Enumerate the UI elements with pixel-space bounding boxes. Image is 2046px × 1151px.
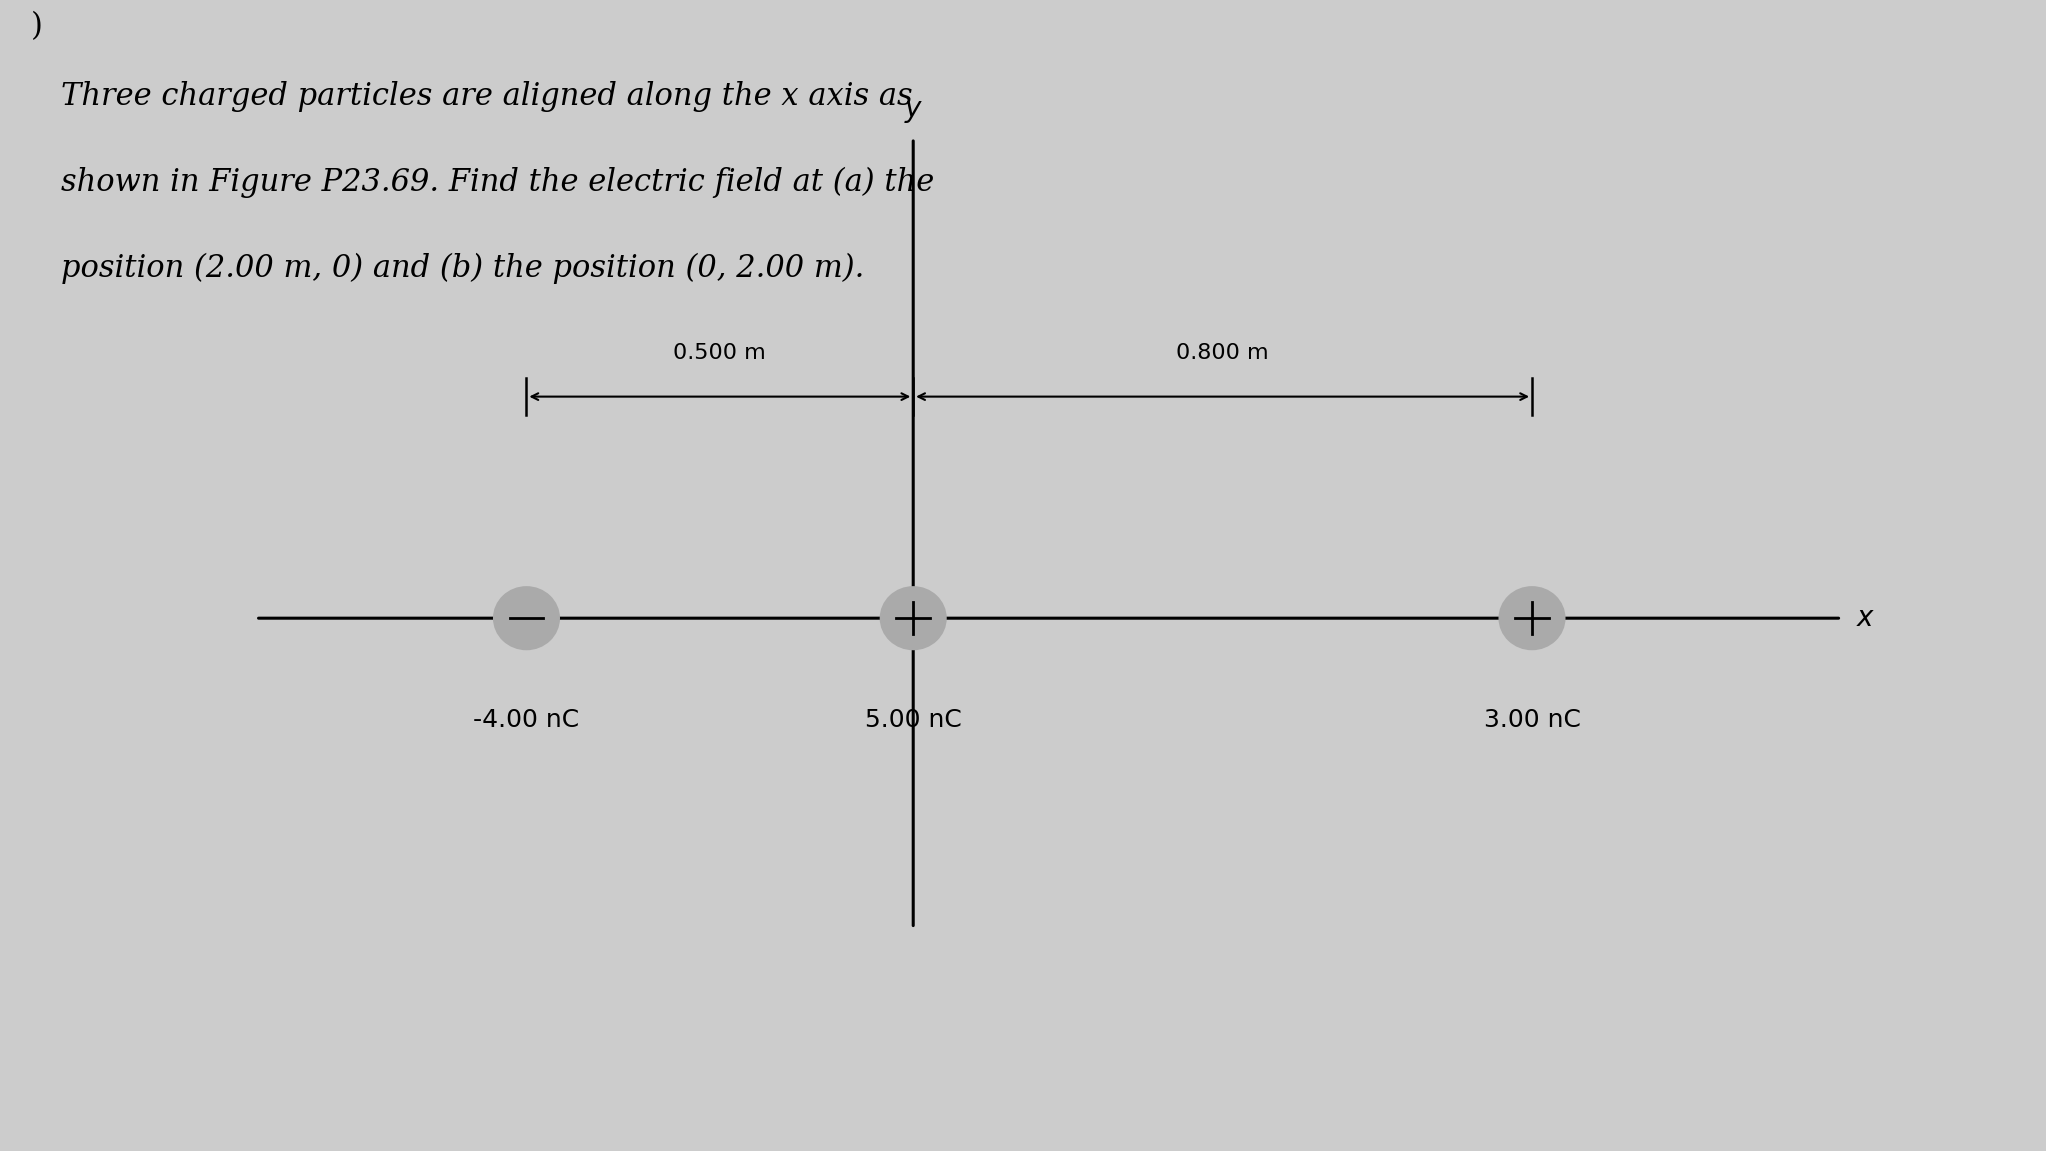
Text: 0.800 m: 0.800 m — [1176, 343, 1269, 364]
Text: -4.00 nC: -4.00 nC — [473, 708, 579, 732]
Text: 0.500 m: 0.500 m — [673, 343, 765, 364]
Text: 5.00 nC: 5.00 nC — [865, 708, 962, 732]
Text: ): ) — [31, 12, 43, 43]
Circle shape — [1500, 587, 1565, 649]
Circle shape — [880, 587, 945, 649]
Text: x: x — [1858, 604, 1874, 632]
Circle shape — [493, 587, 559, 649]
Text: Three charged particles are aligned along the x axis as: Three charged particles are aligned alon… — [61, 81, 913, 112]
Text: y: y — [904, 96, 921, 123]
Text: position (2.00 m, 0) and (b) the position (0, 2.00 m).: position (2.00 m, 0) and (b) the positio… — [61, 253, 865, 284]
Text: 3.00 nC: 3.00 nC — [1483, 708, 1580, 732]
Text: shown in Figure P23.69. Find the electric field at (a) the: shown in Figure P23.69. Find the electri… — [61, 167, 935, 198]
